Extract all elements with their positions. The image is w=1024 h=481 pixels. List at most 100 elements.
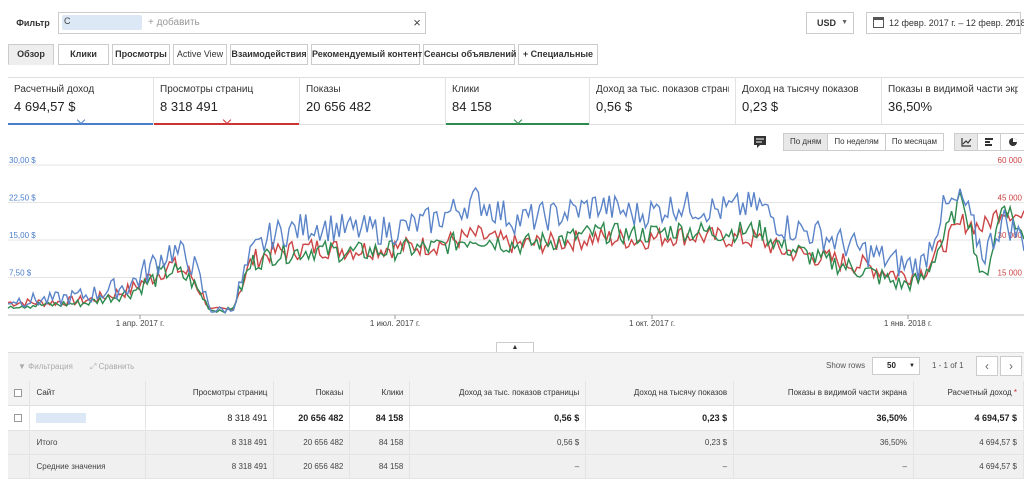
filter-add-link[interactable]: + добавить <box>148 17 200 28</box>
by-month-button[interactable]: По месяцам <box>891 137 938 146</box>
compare-button[interactable]: ⤢ Сравнить <box>90 362 135 371</box>
average-row: Средние значения 8 318 491 20 656 482 84… <box>8 454 1024 479</box>
metric-card-page-rpm[interactable]: Доход за тыс. показов страницы 0,56 $ <box>590 77 736 125</box>
cell: 36,50% <box>733 405 914 431</box>
tab-overview[interactable]: Обзор <box>8 44 54 65</box>
cell: 36,50% <box>733 430 914 455</box>
by-week-button[interactable]: По неделям <box>828 134 886 150</box>
tab-recommended-content[interactable]: Рекомендуемый контент <box>311 44 422 65</box>
row-select-cell[interactable] <box>8 405 31 431</box>
total-row: Итого 8 318 491 20 656 482 84 158 0,56 $… <box>8 430 1024 455</box>
series-line-0 <box>7 186 1024 315</box>
column-header-page-rpm[interactable]: Доход за тыс. показов страницы <box>409 381 587 406</box>
y-axis-right-tick: 45 000 <box>998 194 1023 203</box>
annotation-icon[interactable] <box>750 133 770 151</box>
close-icon[interactable]: × <box>413 15 421 30</box>
metric-card-pageviews[interactable]: Просмотры страниц 8 318 491 <box>154 77 300 125</box>
select-all-cell[interactable] <box>8 381 31 406</box>
tab-ad-sessions[interactable]: Сеансы объявлений <box>423 44 516 65</box>
chevron-down-icon: ▼ <box>909 363 915 369</box>
prev-page-button[interactable]: ‹ <box>976 356 998 376</box>
sort-marker: * <box>1013 388 1017 398</box>
table-toolbar <box>8 352 1024 381</box>
currency-select[interactable]: USD ▼ <box>806 12 854 34</box>
column-header-impressions[interactable]: Показы <box>273 381 351 406</box>
by-day-button[interactable]: По дням <box>784 134 829 150</box>
report-table: Сайт Просмотры страниц Показы Клики Дохо… <box>8 381 1024 479</box>
filter-input[interactable] <box>58 12 426 34</box>
collapse-chart-toggle[interactable]: ▲ <box>496 342 534 353</box>
metric-value: 0,23 $ <box>742 99 779 114</box>
calendar-icon <box>873 17 884 28</box>
tab-active-view[interactable]: Active View <box>173 44 227 65</box>
filter-button[interactable]: ▼ Фильтрация <box>18 362 73 371</box>
pager-status: 1 - 1 of 1 <box>932 361 964 370</box>
cell: – <box>733 454 914 479</box>
tab-custom[interactable]: + Специальные <box>518 44 598 65</box>
y-axis-right-tick: 60 000 <box>998 156 1023 165</box>
metric-label: Показы в видимой части экрана <box>888 84 1018 95</box>
cell: 84 158 <box>349 405 411 431</box>
cell: 8 318 491 <box>145 405 275 431</box>
cell: 20 656 482 <box>273 454 351 479</box>
row-checkbox[interactable] <box>14 414 22 423</box>
cell: 8 318 491 <box>145 454 275 479</box>
filter-chip[interactable]: C <box>62 15 142 30</box>
cell: 4 694,57 $ <box>913 430 1024 455</box>
next-page-button[interactable]: › <box>1000 356 1022 376</box>
cell: 0,23 $ <box>585 430 735 455</box>
metric-value: 84 158 <box>452 99 492 114</box>
metric-value: 20 656 482 <box>306 99 372 114</box>
line-chart-icon[interactable] <box>955 134 978 150</box>
tab-clicks[interactable]: Клики <box>58 44 109 65</box>
metric-label: Показы <box>306 84 341 95</box>
column-header-pageviews[interactable]: Просмотры страниц <box>145 381 275 406</box>
metric-label: Доход на тысячу показов <box>742 84 859 95</box>
bar-list-icon[interactable] <box>978 134 1001 150</box>
cell: 4 694,57 $ <box>913 405 1024 431</box>
select-all-checkbox[interactable] <box>14 389 22 398</box>
y-axis-left-tick: 30,00 $ <box>9 156 36 165</box>
metric-card-impressions[interactable]: Показы 20 656 482 <box>300 77 446 125</box>
metric-card-revenue[interactable]: Расчетный доход 4 694,57 $ <box>8 77 154 125</box>
y-axis-left-tick: 7,50 $ <box>9 269 32 278</box>
table-header-row: Сайт Просмотры страниц Показы Клики Дохо… <box>8 381 1024 406</box>
column-header-revenue[interactable]: Расчетный доход * <box>913 381 1024 406</box>
column-header-impression-rpm[interactable]: Доход на тысячу показов <box>585 381 735 406</box>
compare-chart-icon: ⤢ <box>90 362 97 371</box>
pie-chart-icon[interactable] <box>1001 134 1024 150</box>
cell: 0,23 $ <box>585 405 735 431</box>
cell: Средние значения <box>29 454 147 479</box>
metric-card-impression-rpm[interactable]: Доход на тысячу показов 0,23 $ <box>736 77 882 125</box>
cell: 84 158 <box>349 454 411 479</box>
funnel-icon: ▼ <box>18 362 26 371</box>
cell: 20 656 482 <box>273 430 351 455</box>
column-header-viewability[interactable]: Показы в видимой части экрана <box>733 381 914 406</box>
column-header-site[interactable]: Сайт <box>29 381 147 406</box>
chevron-down-icon: ▼ <box>841 19 848 26</box>
site-cell[interactable] <box>29 405 147 431</box>
tab-views[interactable]: Просмотры <box>112 44 170 65</box>
x-axis-tick-label: 1 окт. 2017 г. <box>629 319 675 328</box>
rows-per-page-select[interactable]: 50 ▼ <box>872 357 920 375</box>
metric-value: 0,56 $ <box>596 99 633 114</box>
column-header-clicks[interactable]: Клики <box>349 381 411 406</box>
x-axis-tick-label: 1 янв. 2018 г. <box>884 319 932 328</box>
metric-card-viewability[interactable]: Показы в видимой части экрана 36,50% <box>882 77 1024 125</box>
table-row: 8 318 491 20 656 482 84 158 0,56 $ 0,23 … <box>8 405 1024 431</box>
metric-label: Клики <box>452 84 480 95</box>
cell: 84 158 <box>349 430 411 455</box>
chart-type-toggle <box>954 133 1024 151</box>
cell: 0,56 $ <box>409 430 587 455</box>
cell: 4 694,57 $ <box>913 454 1024 479</box>
performance-chart: 30,00 $ 22,50 $ 15,00 $ 7,50 $ 60 000 45 000 3… <box>7 156 1024 328</box>
metric-card-clicks[interactable]: Клики 84 158 <box>446 77 590 125</box>
cell: 0,56 $ <box>409 405 587 431</box>
period-toggle: По дням По неделям По месяцам <box>783 133 945 151</box>
metric-value: 8 318 491 <box>160 99 218 114</box>
filter-label: Фильтр <box>16 18 50 28</box>
tab-interactions[interactable]: Взаимодействия <box>230 44 308 65</box>
metric-label: Просмотры страниц <box>160 84 254 95</box>
x-axis-tick-label: 1 июл. 2017 г. <box>370 319 420 328</box>
date-range-picker[interactable]: 12 февр. 2017 г. – 12 февр. 2018 г. ▼ <box>866 12 1024 34</box>
